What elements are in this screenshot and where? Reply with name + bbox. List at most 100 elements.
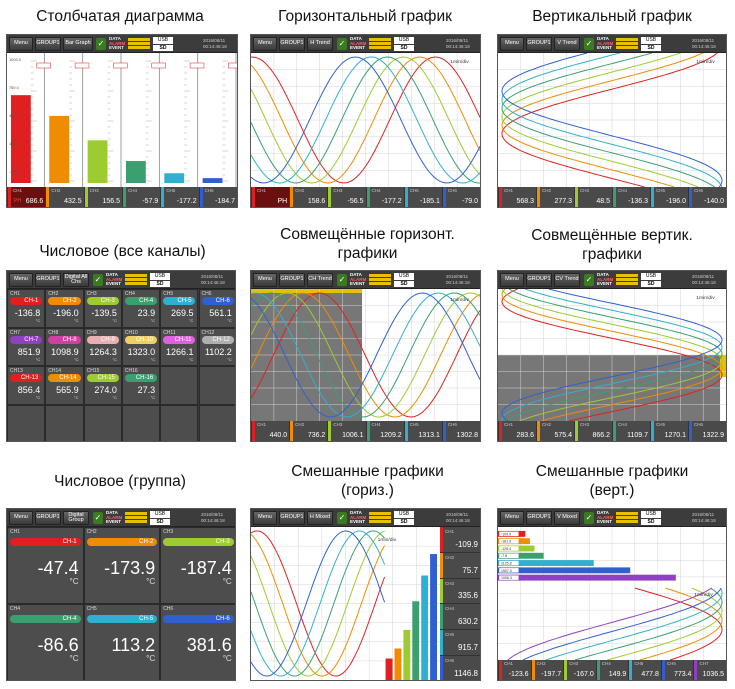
channel-tile-ch1[interactable]: CH1 CH-1 -136.8 °C bbox=[7, 289, 46, 328]
channel-cell-ch4[interactable]: CH4 -57.9 bbox=[121, 187, 160, 207]
channel-cell-ch1[interactable]: CH1 -109.9 bbox=[440, 527, 480, 553]
channel-cell-ch3[interactable]: CH3 48.5 bbox=[574, 187, 612, 207]
display-mode-button[interactable]: Digital Group bbox=[63, 511, 89, 525]
channel-cell-ch4[interactable]: CH4 -136.3 bbox=[612, 187, 650, 207]
channel-cell-ch2[interactable]: CH2 -197.7 bbox=[530, 660, 564, 680]
channel-cell-ch7[interactable]: CH7 1036.5 bbox=[693, 660, 726, 680]
channel-cell-ch5[interactable]: CH5 477.8 bbox=[628, 660, 661, 680]
channel-cell-ch1[interactable]: CH1 -123.6 bbox=[498, 660, 531, 680]
group-button[interactable]: GROUP1 bbox=[35, 273, 61, 287]
channel-tile-ch12[interactable]: CH12 CH-12 1102.2 °C bbox=[198, 327, 235, 366]
channel-cell-ch1[interactable]: CH1 283.6 bbox=[498, 421, 536, 441]
channel-tile-ch2[interactable]: CH2 CH-2 -173.9 °C bbox=[83, 527, 161, 604]
channel-cell-ch4[interactable]: CH4 1209.2 bbox=[365, 421, 404, 441]
channel-cell-ch6[interactable]: CH6 -79.0 bbox=[441, 187, 480, 207]
channel-cell-ch2[interactable]: CH2 736.2 bbox=[289, 421, 327, 441]
bar-ch4 bbox=[125, 161, 146, 183]
channel-cell-ch6[interactable]: CH6 1302.8 bbox=[441, 421, 480, 441]
channel-cell-ch1[interactable]: CH1 440.0 bbox=[251, 421, 289, 441]
channel-cell-ch3[interactable]: CH3 -56.5 bbox=[327, 187, 365, 207]
channel-tile-ch16[interactable]: CH16 CH-16 27.3 °C bbox=[121, 366, 161, 405]
channel-cell-ch5[interactable]: CH5 -185.1 bbox=[403, 187, 442, 207]
menu-button[interactable]: Menu bbox=[9, 37, 33, 51]
channel-cell-ch5[interactable]: CH5 915.7 bbox=[440, 630, 480, 656]
display-mode-button[interactable]: Digital All Chs bbox=[63, 273, 89, 287]
channel-cell-ch4[interactable]: CH4 -177.2 bbox=[365, 187, 404, 207]
channel-cell-ch2[interactable]: CH2 575.4 bbox=[536, 421, 574, 441]
channel-number: CH2 bbox=[536, 661, 546, 666]
channel-tile-ch4[interactable]: CH4 CH-4 -86.6 °C bbox=[7, 604, 84, 680]
group-button[interactable]: GROUP1 bbox=[35, 511, 61, 525]
channel-cell-ch1[interactable]: CH1 686.6 PH bbox=[7, 187, 46, 207]
group-button[interactable]: GROUP1 bbox=[279, 511, 305, 525]
channel-cell-ch3[interactable]: CH3 1006.1 bbox=[327, 421, 365, 441]
channel-tile-ch6[interactable]: CH6 CH-6 381.6 °C bbox=[160, 604, 235, 680]
group-button[interactable]: GROUP1 bbox=[279, 273, 305, 287]
channel-cell-ch1[interactable]: CH1 PH bbox=[251, 187, 290, 207]
channel-cell-ch3[interactable]: CH3 866.2 bbox=[574, 421, 612, 441]
display-mode-button[interactable]: CV Trend bbox=[554, 273, 580, 287]
channel-tile-ch10[interactable]: CH10 CH-10 1323.0 °C bbox=[121, 327, 161, 366]
group-button[interactable]: GROUP1 bbox=[526, 273, 552, 287]
menu-button[interactable]: Menu bbox=[253, 273, 277, 287]
channel-tile-ch7[interactable]: CH7 CH-7 851.9 °C bbox=[7, 327, 46, 366]
channel-cell-ch3[interactable]: CH3 156.5 bbox=[83, 187, 122, 207]
channel-tile-ch3[interactable]: CH3 CH-3 -187.4 °C bbox=[160, 527, 235, 604]
group-button[interactable]: GROUP1 bbox=[526, 511, 552, 525]
channel-cell-ch6[interactable]: CH6 -140.0 bbox=[688, 187, 726, 207]
menu-button[interactable]: Menu bbox=[9, 511, 33, 525]
channel-cell-ch5[interactable]: CH5 1270.1 bbox=[650, 421, 688, 441]
channel-cell-ch6[interactable]: CH6 1146.8 bbox=[440, 656, 480, 680]
display-mode-button[interactable]: V Trend bbox=[554, 37, 580, 51]
menu-button[interactable]: Menu bbox=[500, 37, 524, 51]
channel-tile-ch1[interactable]: CH1 CH-1 -47.4 °C bbox=[7, 527, 84, 604]
display-mode-button[interactable]: H Trend bbox=[307, 37, 333, 51]
channel-cell-ch2[interactable]: CH2 75.7 bbox=[440, 552, 480, 579]
channel-tile-ch9[interactable]: CH9 CH-9 1264.3 °C bbox=[83, 327, 122, 366]
channel-tile-ch13[interactable]: CH13 CH-13 856.4 °C bbox=[7, 366, 46, 405]
plot-svg: 1min/div bbox=[251, 289, 480, 421]
channel-cell-ch5[interactable]: CH5 -196.0 bbox=[650, 187, 688, 207]
menu-button[interactable]: Menu bbox=[9, 273, 33, 287]
group-button[interactable]: GROUP1 bbox=[279, 37, 305, 51]
channel-tile-ch3[interactable]: CH3 CH-3 -139.5 °C bbox=[83, 289, 122, 328]
trend-line-ch5 bbox=[545, 587, 723, 660]
menu-button[interactable]: Menu bbox=[500, 273, 524, 287]
channel-cell-ch4[interactable]: CH4 630.2 bbox=[440, 604, 480, 631]
channel-cell-ch3[interactable]: CH3 -167.0 bbox=[563, 660, 596, 680]
channel-cell-ch4[interactable]: CH4 149.9 bbox=[595, 660, 629, 680]
display-mode-button[interactable]: V Mixed bbox=[554, 511, 580, 525]
channel-tile-ch4[interactable]: CH4 CH-4 23.9 °C bbox=[121, 289, 161, 328]
channel-tile-ch15[interactable]: CH15 CH-15 274.0 °C bbox=[83, 366, 122, 405]
channel-tile-ch11[interactable]: CH11 CH-11 1266.1 °C bbox=[160, 327, 199, 366]
channel-tile-ch8[interactable]: CH8 CH-8 1098.9 °C bbox=[45, 327, 84, 366]
channel-cell-ch1[interactable]: CH1 568.3 bbox=[498, 187, 536, 207]
display-mode-button[interactable]: CH Trend bbox=[307, 273, 333, 287]
group-button[interactable]: GROUP1 bbox=[526, 37, 552, 51]
display-mode-button[interactable]: Bar Graph bbox=[63, 37, 93, 51]
channel-cell-ch5[interactable]: CH5 1313.1 bbox=[403, 421, 442, 441]
menu-button[interactable]: Menu bbox=[253, 511, 277, 525]
channel-tile-ch14[interactable]: CH14 CH-14 565.9 °C bbox=[45, 366, 84, 405]
channel-cell-ch4[interactable]: CH4 1109.7 bbox=[612, 421, 650, 441]
group-button[interactable]: GROUP1 bbox=[35, 37, 61, 51]
channel-cell-ch2[interactable]: CH2 432.5 bbox=[45, 187, 83, 207]
display-mode-button[interactable]: H Mixed bbox=[307, 511, 333, 525]
channel-cell-ch6[interactable]: CH6 773.4 bbox=[660, 660, 694, 680]
channel-cell-ch2[interactable]: CH2 277.3 bbox=[536, 187, 574, 207]
empty-tile bbox=[121, 404, 161, 441]
channel-tile-ch6[interactable]: CH6 CH-6 561.1 °C bbox=[198, 289, 235, 328]
channel-value: 1109.7 bbox=[627, 432, 648, 439]
channel-tile-ch5[interactable]: CH5 CH-5 269.5 °C bbox=[160, 289, 199, 328]
channel-tile-ch5[interactable]: CH5 CH-5 113.2 °C bbox=[83, 604, 161, 680]
channel-cell-ch3[interactable]: CH3 335.6 bbox=[440, 578, 480, 605]
channel-number: CH10 bbox=[124, 329, 138, 336]
channel-tile-ch2[interactable]: CH2 CH-2 -196.0 °C bbox=[45, 289, 84, 328]
menu-button[interactable]: Menu bbox=[253, 37, 277, 51]
channel-cell-ch6[interactable]: CH6 1322.9 bbox=[688, 421, 726, 441]
channel-cell-ch2[interactable]: CH2 158.6 bbox=[289, 187, 327, 207]
channel-cell-ch5[interactable]: CH5 -177.2 bbox=[160, 187, 198, 207]
menu-button[interactable]: Menu bbox=[500, 511, 524, 525]
plot-svg: 1min/div bbox=[498, 289, 726, 421]
channel-cell-ch6[interactable]: CH6 -184.7 bbox=[198, 187, 237, 207]
